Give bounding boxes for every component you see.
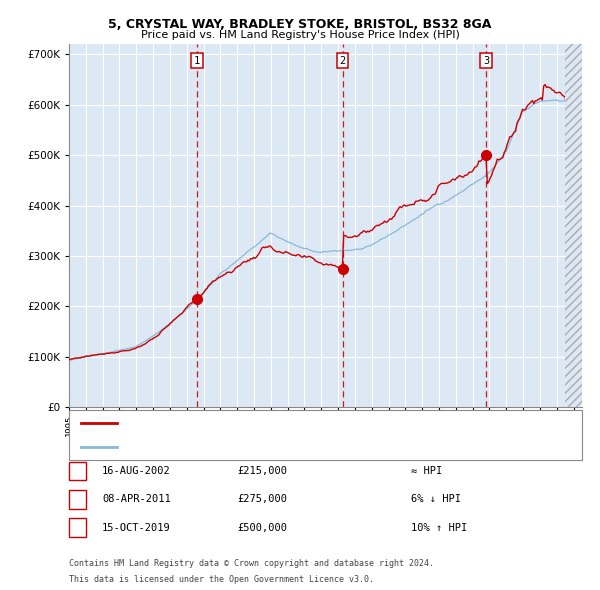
Text: 08-APR-2011: 08-APR-2011 xyxy=(102,494,171,504)
Text: ≈ HPI: ≈ HPI xyxy=(411,466,442,476)
Text: 10% ↑ HPI: 10% ↑ HPI xyxy=(411,523,467,533)
Text: 2: 2 xyxy=(74,494,80,504)
Text: 5, CRYSTAL WAY, BRADLEY STOKE, BRISTOL, BS32 8GA (detached house): 5, CRYSTAL WAY, BRADLEY STOKE, BRISTOL, … xyxy=(123,418,505,428)
Text: 2: 2 xyxy=(340,55,346,65)
Text: £215,000: £215,000 xyxy=(237,466,287,476)
Text: Contains HM Land Registry data © Crown copyright and database right 2024.: Contains HM Land Registry data © Crown c… xyxy=(69,559,434,568)
Text: 3: 3 xyxy=(483,55,489,65)
Text: 1: 1 xyxy=(194,55,200,65)
Text: HPI: Average price, detached house, South Gloucestershire: HPI: Average price, detached house, Sout… xyxy=(123,442,458,452)
Text: 6% ↓ HPI: 6% ↓ HPI xyxy=(411,494,461,504)
Text: 3: 3 xyxy=(74,523,80,533)
Text: 15-OCT-2019: 15-OCT-2019 xyxy=(102,523,171,533)
Text: This data is licensed under the Open Government Licence v3.0.: This data is licensed under the Open Gov… xyxy=(69,575,374,585)
Text: £275,000: £275,000 xyxy=(237,494,287,504)
Text: Price paid vs. HM Land Registry's House Price Index (HPI): Price paid vs. HM Land Registry's House … xyxy=(140,30,460,40)
Text: 5, CRYSTAL WAY, BRADLEY STOKE, BRISTOL, BS32 8GA: 5, CRYSTAL WAY, BRADLEY STOKE, BRISTOL, … xyxy=(109,18,491,31)
Text: 16-AUG-2002: 16-AUG-2002 xyxy=(102,466,171,476)
Text: £500,000: £500,000 xyxy=(237,523,287,533)
Text: 1: 1 xyxy=(74,466,80,476)
Bar xyxy=(565,44,599,407)
